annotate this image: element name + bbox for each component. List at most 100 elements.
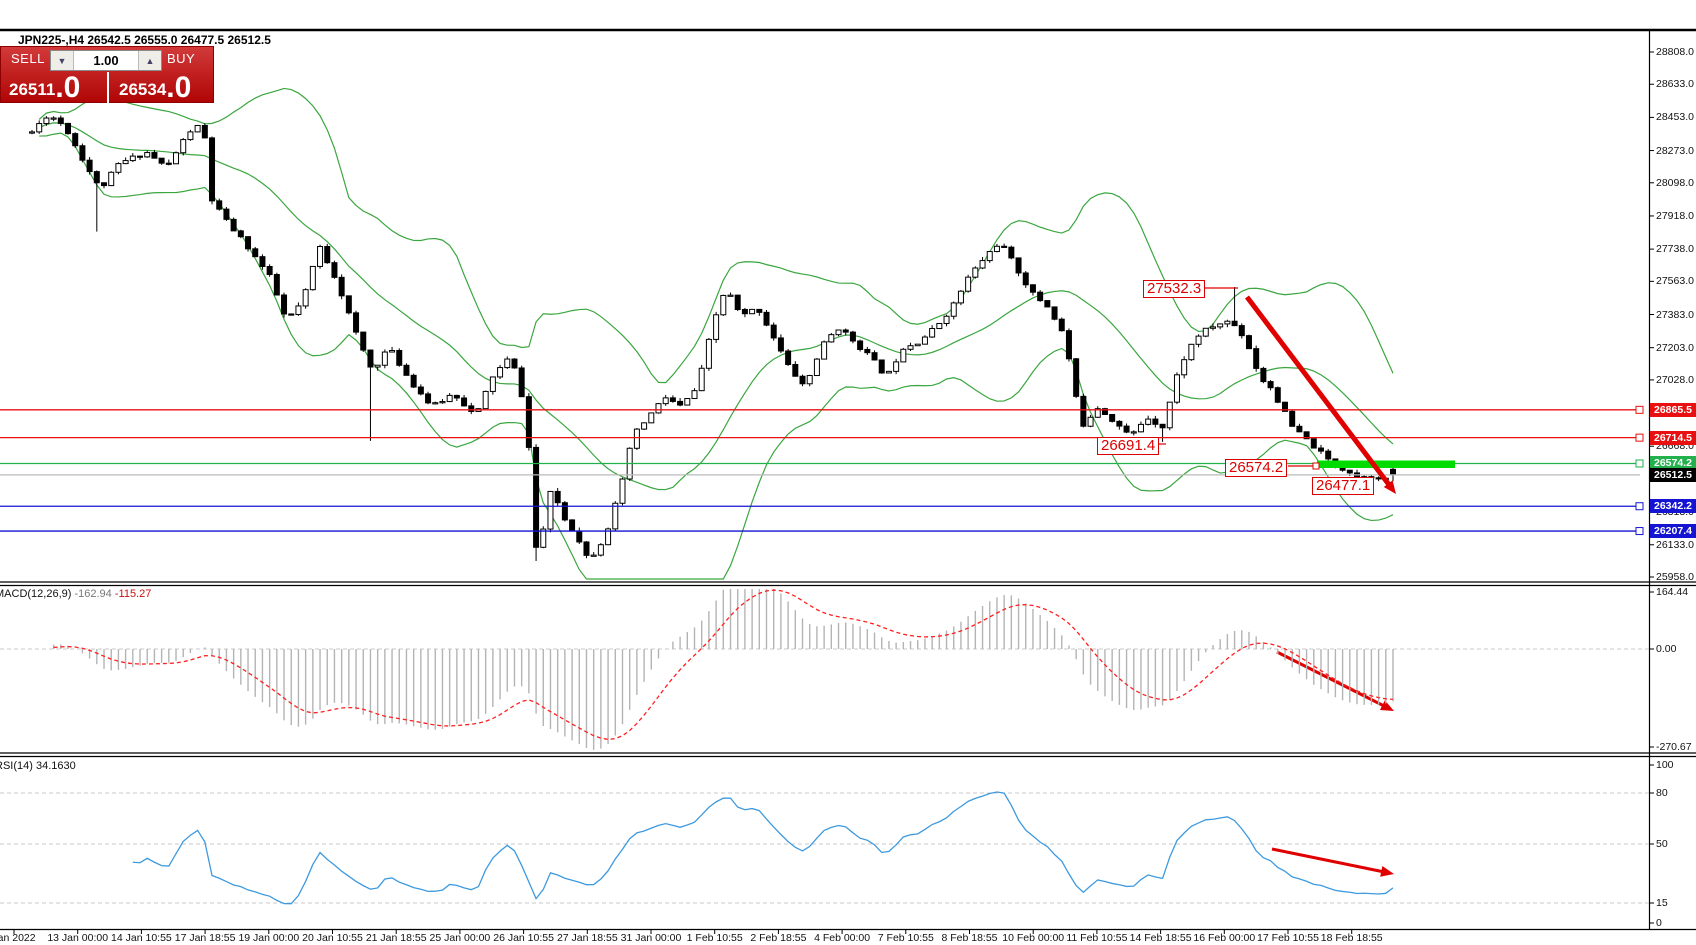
buy-price-decimal: .0 (166, 71, 192, 104)
candle-body (1008, 246, 1015, 259)
candle-body (461, 397, 468, 407)
candle-body (871, 352, 878, 361)
candle-body (1274, 387, 1281, 403)
volume-decrease-button[interactable]: ▼ (51, 51, 74, 70)
candle-body (1202, 327, 1209, 337)
candle-body (331, 262, 338, 278)
candle-body (273, 274, 280, 296)
candle-body (1217, 323, 1224, 328)
buy-price[interactable]: 26534.0 (119, 71, 192, 104)
annotation-anchor-square (1312, 462, 1320, 470)
candle-body (849, 331, 856, 342)
candle-body (979, 260, 986, 269)
candle-body (86, 159, 93, 173)
candle-body (1166, 401, 1173, 429)
candle-body (216, 200, 223, 210)
candle-body (425, 393, 432, 404)
candle-body (641, 422, 648, 430)
candle-body (1130, 431, 1137, 434)
candle-body (554, 490, 561, 504)
sell-button[interactable]: SELL (11, 51, 45, 66)
candle-body (1022, 272, 1029, 286)
rsi-value: 34.1630 (35, 760, 76, 772)
candle-body (1281, 401, 1288, 412)
candle-body (237, 230, 244, 238)
candle-body (785, 350, 792, 365)
candle-body (576, 530, 583, 543)
candle-body (504, 358, 511, 369)
candle-body (468, 405, 475, 412)
candle-body (583, 541, 590, 556)
candle-body (914, 343, 921, 347)
candle-body (338, 276, 345, 297)
candle-body (1087, 416, 1094, 427)
candle-body (1209, 326, 1216, 329)
candle-body (1310, 438, 1317, 449)
volume-increase-button[interactable]: ▲ (138, 51, 161, 70)
trend-arrow-line (1245, 295, 1394, 490)
line-anchor-square (1635, 502, 1644, 511)
candle-body (705, 338, 712, 369)
candle-body (691, 390, 698, 400)
candle-body (115, 163, 122, 173)
candle-body (749, 308, 756, 315)
candle-body (36, 123, 43, 133)
candle-body (1029, 284, 1036, 293)
line-anchor-square (1635, 459, 1644, 468)
candle-body (57, 117, 64, 124)
candle-body (619, 478, 626, 504)
candle-body (893, 361, 900, 372)
candle-body (432, 402, 439, 405)
candle-body (1173, 374, 1180, 403)
candle-body (252, 248, 259, 258)
candle-body (842, 329, 849, 333)
candle-body (648, 412, 655, 424)
candle-body (1123, 425, 1130, 433)
candle-body (295, 305, 302, 315)
candle-body (950, 302, 957, 317)
candle-body (878, 359, 885, 374)
candle-body (1346, 469, 1353, 474)
candle-body (1044, 300, 1051, 308)
candle-body (151, 152, 158, 159)
candle-body (389, 350, 396, 353)
candle-body (223, 208, 230, 220)
candle-body (1390, 468, 1396, 476)
candle-body (173, 152, 180, 165)
candle-body (756, 308, 763, 313)
candle-body (965, 276, 972, 292)
candle-body (1058, 318, 1065, 332)
candle-body (79, 145, 86, 161)
trend-arrow-line (1276, 650, 1388, 709)
candle-body (345, 295, 352, 314)
candle-body (1296, 425, 1303, 433)
candle-body (1116, 420, 1123, 427)
candle-body (1195, 335, 1202, 345)
sell-price[interactable]: 26511.0 (9, 73, 80, 103)
candle-body (1188, 343, 1195, 361)
candle-body (1231, 320, 1238, 327)
candle-body (885, 370, 892, 374)
candle-body (1253, 348, 1260, 369)
candle-body (821, 341, 828, 360)
candle-body (489, 376, 496, 392)
candle-body (93, 171, 100, 184)
candle-body (569, 519, 576, 532)
macd-main-value: -162.94 (74, 588, 112, 600)
candle-body (108, 171, 115, 187)
candle-body (1073, 358, 1080, 397)
candle-body (497, 367, 504, 378)
rsi-name: RSI(14) (0, 760, 33, 772)
candle-body (1260, 367, 1267, 383)
candle-body (813, 358, 820, 377)
candle-body (713, 314, 720, 340)
candle-body (1109, 413, 1116, 422)
buy-button[interactable]: BUY (167, 51, 196, 66)
candle-body (1051, 306, 1058, 320)
chart-title: JPN225-,H4 26542.5 26555.0 26477.5 26512… (18, 33, 271, 47)
volume-input[interactable]: 1.00 (93, 53, 119, 68)
candle-body (590, 554, 597, 557)
candle-body (137, 155, 144, 158)
candle-body (921, 336, 928, 345)
